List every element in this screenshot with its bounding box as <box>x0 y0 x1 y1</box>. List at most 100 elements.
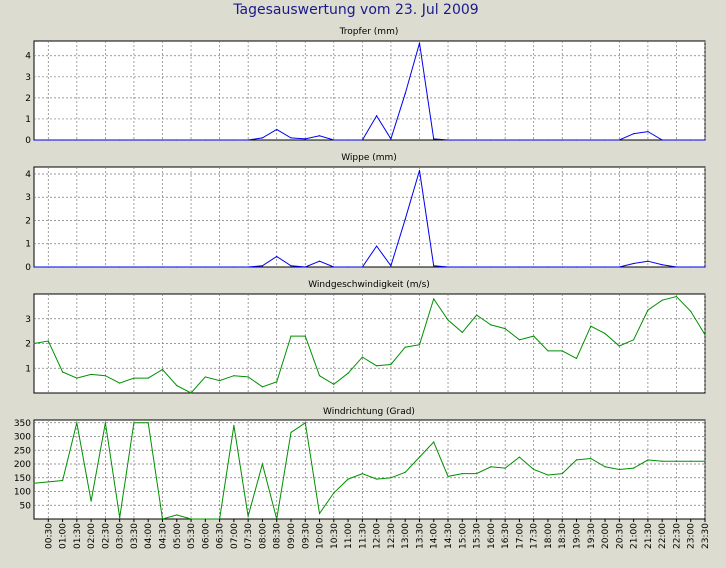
data-point <box>704 334 706 336</box>
x-tick-label: 17:30 <box>530 523 540 549</box>
data-point <box>276 128 278 131</box>
data-point <box>90 373 92 376</box>
data-point <box>633 133 635 135</box>
x-tick-label: 00:30 <box>44 523 54 549</box>
x-tick-label: 01:00 <box>59 523 69 549</box>
data-point <box>590 457 592 460</box>
data-point <box>261 265 264 267</box>
data-point <box>418 456 421 458</box>
data-point <box>61 266 64 268</box>
data-point <box>604 466 606 468</box>
series-line-1 <box>33 421 705 520</box>
chart-panel-3: Windgeschwindigkeit (m/s) 1 2 3 <box>25 280 706 394</box>
y-tick-label: 1 <box>25 115 31 125</box>
x-tick-label: 18:00 <box>544 523 554 549</box>
data-point <box>518 456 521 458</box>
y-tick-label: 50 <box>20 501 32 511</box>
data-point <box>133 422 135 424</box>
x-tick-label: 07:00 <box>230 523 240 549</box>
data-point <box>361 266 363 268</box>
data-point <box>504 139 506 141</box>
data-point <box>661 139 663 141</box>
data-point <box>33 342 35 345</box>
data-point <box>90 266 92 268</box>
data-point <box>133 139 135 141</box>
data-point <box>604 139 606 141</box>
series-line-1 <box>34 42 705 141</box>
data-point <box>318 512 321 515</box>
data-point <box>647 459 649 461</box>
data-point <box>461 473 463 475</box>
data-point <box>204 376 206 378</box>
data-point <box>376 478 378 480</box>
data-point <box>404 471 406 473</box>
data-point <box>533 468 535 471</box>
data-point <box>247 515 249 517</box>
data-point <box>533 139 535 141</box>
y-tick-label: 0 <box>25 263 31 273</box>
x-tick-label: 14:00 <box>430 523 440 549</box>
data-point <box>390 138 392 140</box>
series-line-1 <box>34 170 705 268</box>
data-point <box>604 266 606 268</box>
data-point <box>690 139 692 141</box>
data-point <box>618 139 620 141</box>
data-point <box>533 335 535 337</box>
data-point <box>433 441 435 443</box>
x-tick-label: 05:30 <box>187 523 197 549</box>
y-tick-label: 150 <box>14 474 31 484</box>
data-point <box>675 266 678 268</box>
x-tick-label: 07:30 <box>244 523 254 549</box>
x-tick-label: 01:30 <box>73 523 83 549</box>
data-point <box>490 266 492 268</box>
x-tick-label: 21:00 <box>630 523 640 549</box>
data-point <box>119 517 121 519</box>
x-tick-label: 21:30 <box>644 523 654 549</box>
y-tick-label: 250 <box>14 446 31 456</box>
data-point <box>104 375 106 377</box>
data-point <box>204 139 206 141</box>
data-point <box>490 324 492 326</box>
data-point <box>633 262 635 265</box>
data-point <box>518 139 521 141</box>
data-point <box>433 265 435 267</box>
data-point <box>333 266 335 268</box>
x-tick-label: 11:00 <box>344 523 354 549</box>
x-tick-label: 03:00 <box>116 523 126 549</box>
data-point <box>547 474 549 476</box>
data-point <box>104 266 106 268</box>
data-point <box>633 339 635 341</box>
x-tick-label: 06:30 <box>216 523 226 549</box>
data-point <box>675 460 678 462</box>
data-point <box>290 265 292 267</box>
data-point <box>347 266 349 268</box>
data-point <box>361 473 363 475</box>
x-tick-label: 06:00 <box>201 523 211 549</box>
data-point <box>161 139 164 141</box>
data-point <box>376 365 378 367</box>
data-point <box>404 346 406 348</box>
x-tick-label: 14:30 <box>444 523 454 549</box>
data-point <box>233 424 235 427</box>
data-point <box>218 380 221 382</box>
data-point <box>690 460 692 462</box>
data-point <box>404 93 406 95</box>
data-point <box>176 384 178 387</box>
data-point <box>376 115 378 117</box>
x-tick-label: 12:00 <box>373 523 383 549</box>
data-point <box>304 422 306 424</box>
x-tick-label: 13:30 <box>415 523 425 549</box>
data-point <box>261 137 264 139</box>
data-point <box>647 309 649 311</box>
data-point <box>161 266 164 268</box>
data-point <box>90 139 92 141</box>
x-tick-label: 04:00 <box>144 523 154 549</box>
x-tick-label: 16:00 <box>487 523 497 549</box>
data-point <box>547 266 549 268</box>
data-point <box>190 266 192 268</box>
data-point <box>475 314 478 316</box>
data-point <box>104 422 106 424</box>
y-tick-label: 200 <box>14 460 31 470</box>
data-point <box>590 325 592 327</box>
data-point <box>318 260 321 262</box>
